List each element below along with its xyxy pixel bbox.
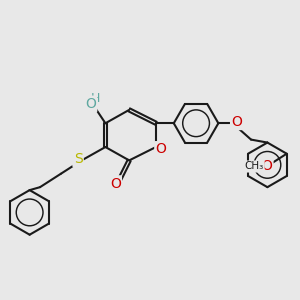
Text: S: S: [74, 152, 82, 166]
Text: H: H: [91, 92, 100, 105]
Text: O: O: [231, 115, 242, 129]
Text: O: O: [261, 159, 272, 172]
Text: CH₃: CH₃: [244, 161, 264, 172]
Text: O: O: [156, 142, 167, 156]
Text: O: O: [85, 97, 96, 111]
Text: O: O: [110, 177, 121, 190]
